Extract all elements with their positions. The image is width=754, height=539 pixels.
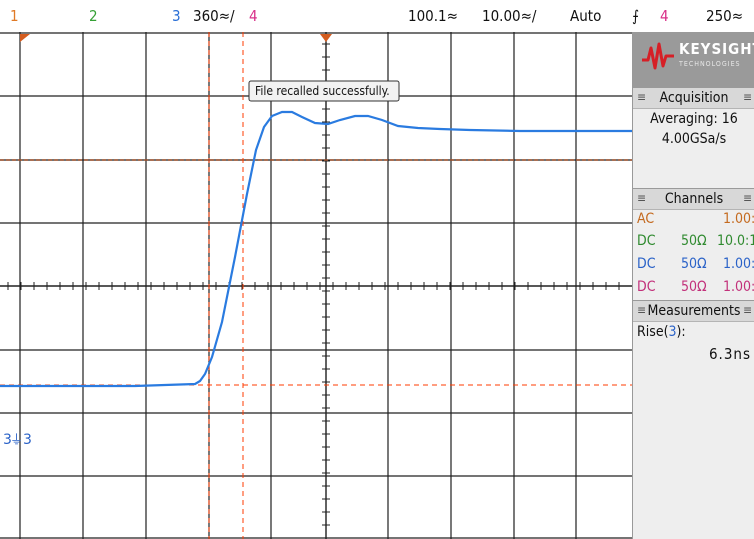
channel-4-row[interactable]: DC 50Ω 1.00:1	[637, 279, 754, 299]
acquisition-title: Acquisition	[659, 90, 729, 106]
svg-text:3: 3	[3, 432, 12, 448]
timebase-scale[interactable]: 10.00≈/	[482, 7, 537, 25]
channel-probe-ratio: 10.0:1	[717, 233, 754, 249]
channel-2-row[interactable]: DC 50Ω 10.0:1	[637, 233, 754, 253]
graticule-ticks	[7, 43, 620, 539]
acquisition-header[interactable]: ≡ Acquisition ≡	[633, 87, 754, 109]
trigger-level[interactable]: 250≈	[706, 7, 744, 25]
channels-title: Channels	[664, 191, 724, 207]
channel-3-row[interactable]: DC 50Ω 1.00:1	[637, 256, 754, 276]
measurements-title: Measurements	[647, 303, 741, 319]
trigger-source[interactable]: 4	[660, 7, 669, 25]
grip-icon: ≡	[637, 90, 647, 104]
channel-1-row[interactable]: AC 1.00:1	[637, 211, 754, 231]
ground-marker-label: 3	[23, 432, 32, 448]
channel-3-indicator[interactable]: 3	[172, 7, 181, 25]
channel-impedance: 50Ω	[681, 279, 707, 295]
acquisition-mode[interactable]: Averaging: 16	[650, 111, 738, 127]
channel-coupling: DC	[637, 233, 656, 249]
sample-rate[interactable]: 4.00GSa/s	[661, 131, 727, 147]
time-reference-marker	[20, 34, 30, 42]
channel-3-waveform	[0, 110, 632, 388]
channel-2-indicator[interactable]: 2	[89, 7, 98, 25]
channel-4-indicator[interactable]: 4	[249, 7, 258, 25]
keysight-wave-icon	[642, 42, 674, 70]
graticule-axes	[0, 32, 632, 539]
channel-3-ground-marker[interactable]: 3 ⏚ 3	[3, 432, 32, 448]
grip-icon: ≡	[637, 191, 647, 205]
trigger-delay[interactable]: 100.1≈	[408, 7, 458, 25]
measurements-header[interactable]: ≡ Measurements ≡	[633, 300, 754, 322]
channel-impedance: 50Ω	[681, 233, 707, 249]
channel-coupling: DC	[637, 256, 656, 272]
waveform-display[interactable]: File recalled successfully. 3 ⏚ 3	[0, 32, 632, 539]
message-box: File recalled successfully.	[248, 80, 400, 102]
channel-1-indicator[interactable]: 1	[10, 7, 19, 25]
channels-header[interactable]: ≡ Channels ≡	[633, 188, 754, 210]
channel-impedance: 50Ω	[681, 256, 707, 272]
measurement-channel: 3	[668, 324, 677, 340]
rise-time-value: 6.3ns	[708, 345, 751, 363]
grip-icon: ≡	[637, 303, 647, 317]
grip-icon: ≡	[742, 303, 752, 317]
channel-probe-ratio: 1.00:1	[723, 256, 754, 272]
message-text: File recalled successfully.	[255, 84, 390, 98]
measurement-name: Rise(	[637, 324, 669, 340]
rise-time-label[interactable]: Rise(3):	[637, 324, 686, 340]
channel-probe-ratio: 1.00:1	[723, 279, 754, 295]
trigger-mode[interactable]: Auto	[570, 7, 602, 25]
channel-coupling: DC	[637, 279, 656, 295]
status-bar: 1 2 3 360≈/ 4 100.1≈ 10.00≈/ Auto ⨍ 4 25…	[0, 0, 754, 32]
grip-icon: ≡	[742, 191, 752, 205]
brand-subtitle: TECHNOLOGIES	[679, 60, 741, 68]
grip-icon: ≡	[742, 90, 752, 104]
svg-text:⏚: ⏚	[10, 433, 23, 448]
channel-coupling: AC	[637, 211, 655, 227]
channel-probe-ratio: 1.00:1	[723, 211, 754, 227]
trigger-edge-icon: ⨍	[632, 7, 640, 25]
channel-3-scale[interactable]: 360≈/	[193, 7, 235, 25]
measurement-suffix: ):	[676, 324, 686, 340]
